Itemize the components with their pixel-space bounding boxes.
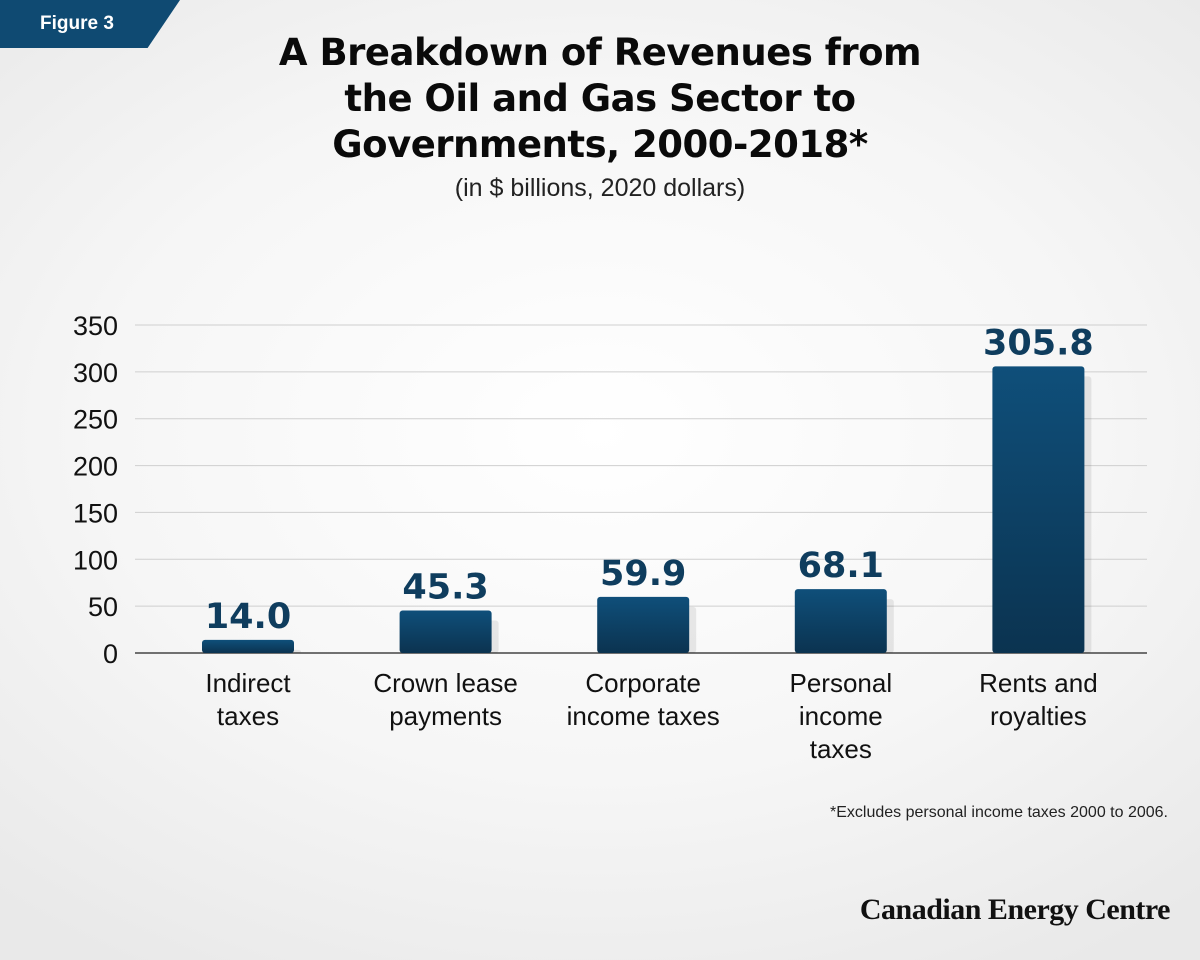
y-tick-label: 350 <box>73 311 118 341</box>
brand-logo-text: Canadian Energy Centre <box>859 893 1171 926</box>
data-label: 14.0 <box>205 597 291 637</box>
x-tick-label-line: taxes <box>217 701 279 731</box>
chart-title-line: Governments, 2000-2018* <box>332 123 868 166</box>
figure-label: Figure 3 <box>40 13 114 34</box>
bar <box>794 589 887 653</box>
x-tick-label-line: royalties <box>990 701 1087 731</box>
chart-title: A Breakdown of Revenues from the Oil and… <box>200 30 1000 168</box>
chart-title-line: A Breakdown of Revenues from <box>278 31 922 74</box>
x-tick-label-line: taxes <box>810 734 872 764</box>
x-tick-label: Personal income taxes <box>789 668 892 764</box>
x-tick-label-line: Rents and <box>979 668 1098 698</box>
y-tick-label: 100 <box>73 545 118 575</box>
x-tick-label-line: payments <box>389 701 502 731</box>
data-label: 68.1 <box>798 546 884 586</box>
figure-tag: Figure 3 <box>0 0 180 48</box>
x-tick-label-line: Crown lease <box>373 668 518 698</box>
x-tick-label: Corporate income taxes <box>567 668 720 731</box>
chart-title-line: the Oil and Gas Sector to <box>344 77 856 120</box>
x-tick-label: Indirect taxes <box>205 668 291 731</box>
y-tick-label: 250 <box>73 405 118 435</box>
bar <box>597 596 690 653</box>
x-tick-label: Crown lease payments <box>373 668 518 731</box>
y-tick-label: 300 <box>73 358 118 388</box>
x-tick-label-line: Personal <box>789 668 892 698</box>
x-tick-label-line: Corporate <box>585 668 701 698</box>
footnote: *Excludes personal income taxes 2000 to … <box>830 804 1168 821</box>
chart-subtitle: (in $ billions, 2020 dollars) <box>454 174 746 202</box>
y-tick-label: 50 <box>88 592 118 622</box>
x-tick-label: Rents and royalties <box>979 668 1098 731</box>
y-tick-label: 200 <box>73 452 118 482</box>
x-tick-label-line: Indirect <box>205 668 291 698</box>
y-tick-label: 0 <box>103 639 118 669</box>
data-label: 59.9 <box>600 554 686 594</box>
y-axis-ticks: 0 50 100 150 200 250 300 350 <box>73 311 118 669</box>
y-tick-label: 150 <box>73 498 118 528</box>
data-label: 305.8 <box>983 323 1094 363</box>
bar <box>202 639 294 653</box>
value-labels: 14.0 45.3 59.9 68.1 305.8 <box>205 323 1094 636</box>
x-tick-label-line: income <box>799 701 883 731</box>
bar <box>992 366 1085 653</box>
bars <box>202 366 1092 653</box>
data-label: 45.3 <box>402 568 488 608</box>
bar <box>399 610 492 653</box>
x-tick-label-line: income taxes <box>567 701 720 731</box>
